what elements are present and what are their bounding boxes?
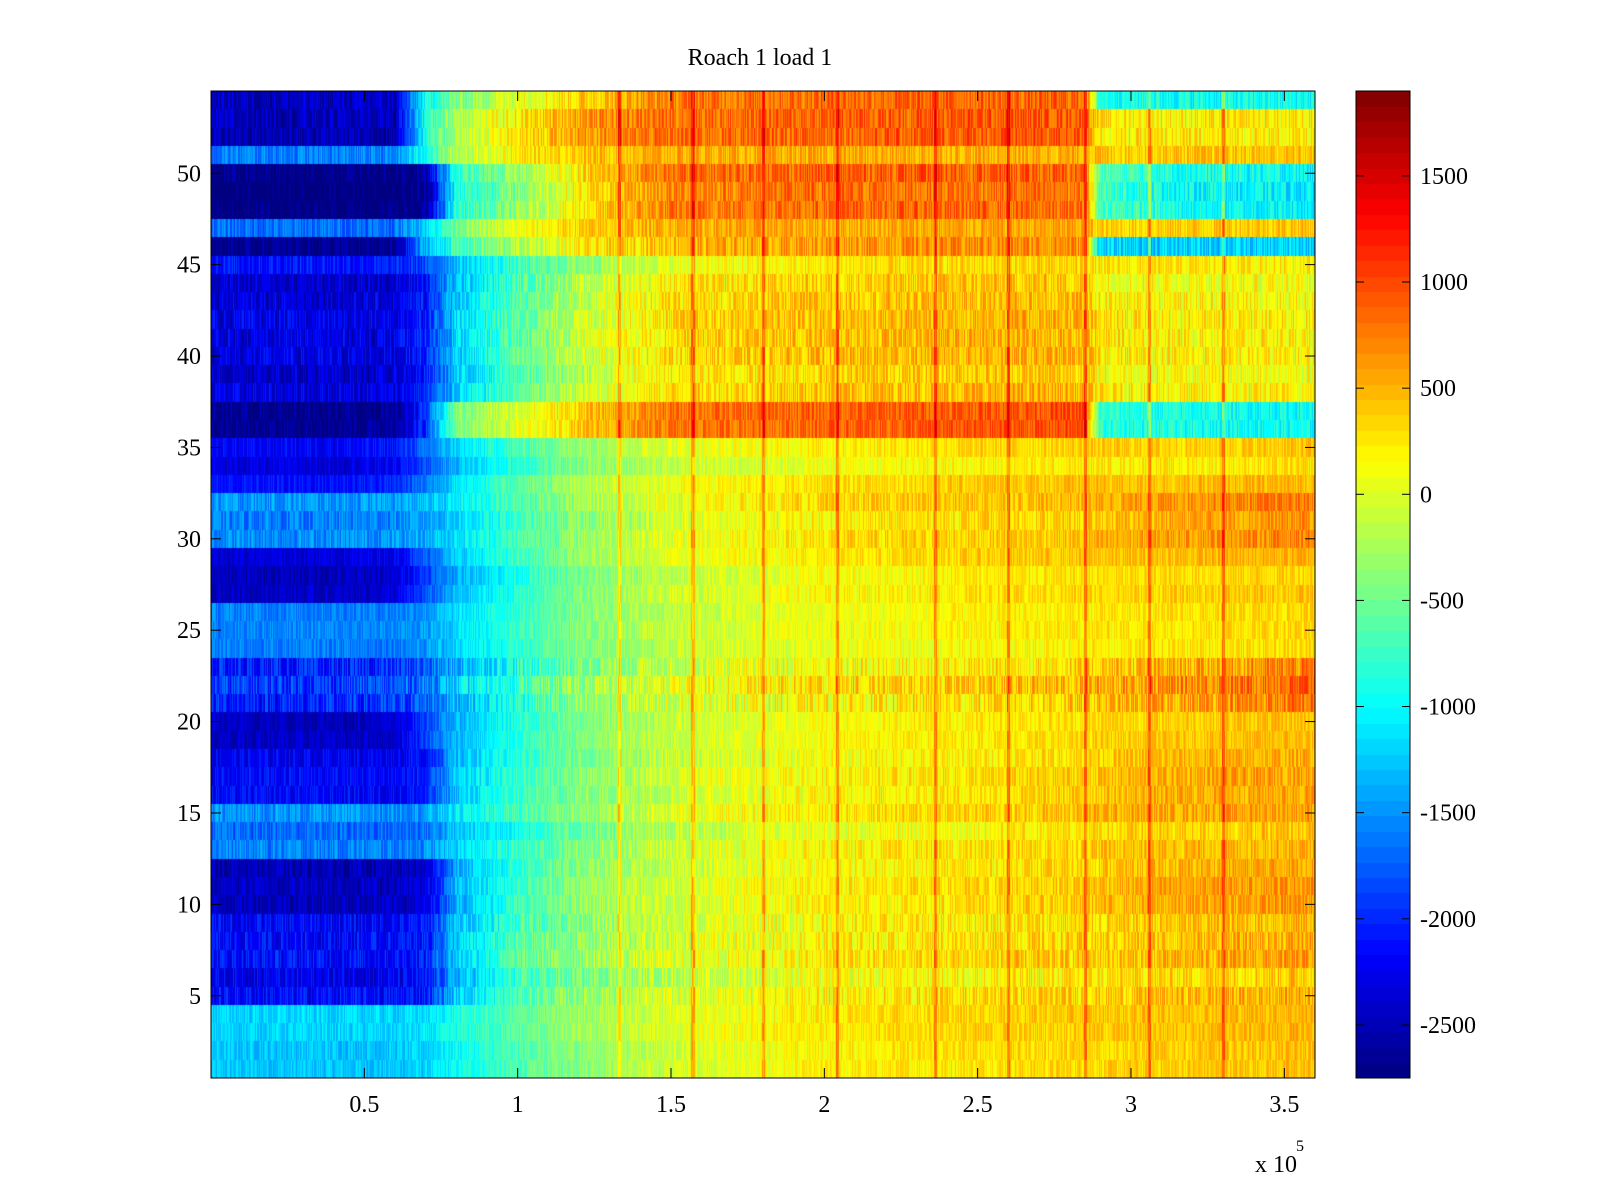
x-tick-label: 1.5 bbox=[656, 1092, 686, 1118]
y-tick-label: 25 bbox=[177, 618, 201, 644]
colorbar-tick-label: -1000 bbox=[1420, 695, 1476, 721]
x-tick-label: 2 bbox=[818, 1092, 830, 1118]
colorbar-ticks: -2500 -2000 -1500 -1000 -500 0 500 1000 1500 bbox=[1356, 164, 1476, 1039]
heatmap-canvas bbox=[211, 91, 1315, 1078]
x-multiplier-exponent: 5 bbox=[1296, 1138, 1304, 1155]
colorbar-frame bbox=[1355, 90, 1411, 1079]
colorbar-tick-label: -1500 bbox=[1420, 801, 1476, 827]
y-tick-label: 30 bbox=[177, 527, 201, 553]
x-tick-label: 3.5 bbox=[1269, 1092, 1299, 1118]
y-tick-label: 10 bbox=[177, 892, 201, 918]
colorbar-canvas bbox=[1356, 91, 1410, 1078]
chart-title: Roach 1 load 1 bbox=[688, 45, 833, 71]
x-tick-label: 2.5 bbox=[963, 1092, 993, 1118]
y-tick-label: 15 bbox=[177, 801, 201, 827]
colorbar-tick-label: 1000 bbox=[1420, 270, 1468, 296]
colorbar: -2500 -2000 -1500 -1000 -500 0 500 1000 1500 bbox=[1355, 90, 1476, 1079]
heatmap bbox=[211, 91, 1315, 1078]
y-tick-label: 20 bbox=[177, 710, 201, 736]
plot-frame bbox=[210, 90, 1316, 1079]
y-tick-label: 50 bbox=[177, 161, 201, 187]
y-axis: 5 10 15 20 25 30 35 40 45 50 bbox=[177, 161, 1315, 1010]
colorbar-tick-label: 500 bbox=[1420, 376, 1456, 402]
colorbar-tick-label: -500 bbox=[1420, 588, 1464, 614]
y-tick-label: 45 bbox=[177, 253, 201, 279]
x-tick-label: 1 bbox=[512, 1092, 524, 1118]
x-axis: 0.5 1 1.5 2 2.5 3 3.5 bbox=[349, 91, 1299, 1118]
x-tick-label: 0.5 bbox=[349, 1092, 379, 1118]
y-tick-label: 5 bbox=[189, 984, 201, 1010]
x-multiplier: x 10 5 bbox=[1255, 1138, 1304, 1178]
x-tick-label: 3 bbox=[1125, 1092, 1137, 1118]
y-tick-label: 40 bbox=[177, 344, 201, 370]
y-tick-label: 35 bbox=[177, 435, 201, 461]
x-multiplier-label: x 10 bbox=[1255, 1152, 1297, 1178]
colorbar-tick-label: -2000 bbox=[1420, 907, 1476, 933]
colorbar-tick-label: 1500 bbox=[1420, 164, 1468, 190]
colorbar-tick-label: 0 bbox=[1420, 482, 1432, 508]
colorbar-tick-label: -2500 bbox=[1420, 1013, 1476, 1039]
